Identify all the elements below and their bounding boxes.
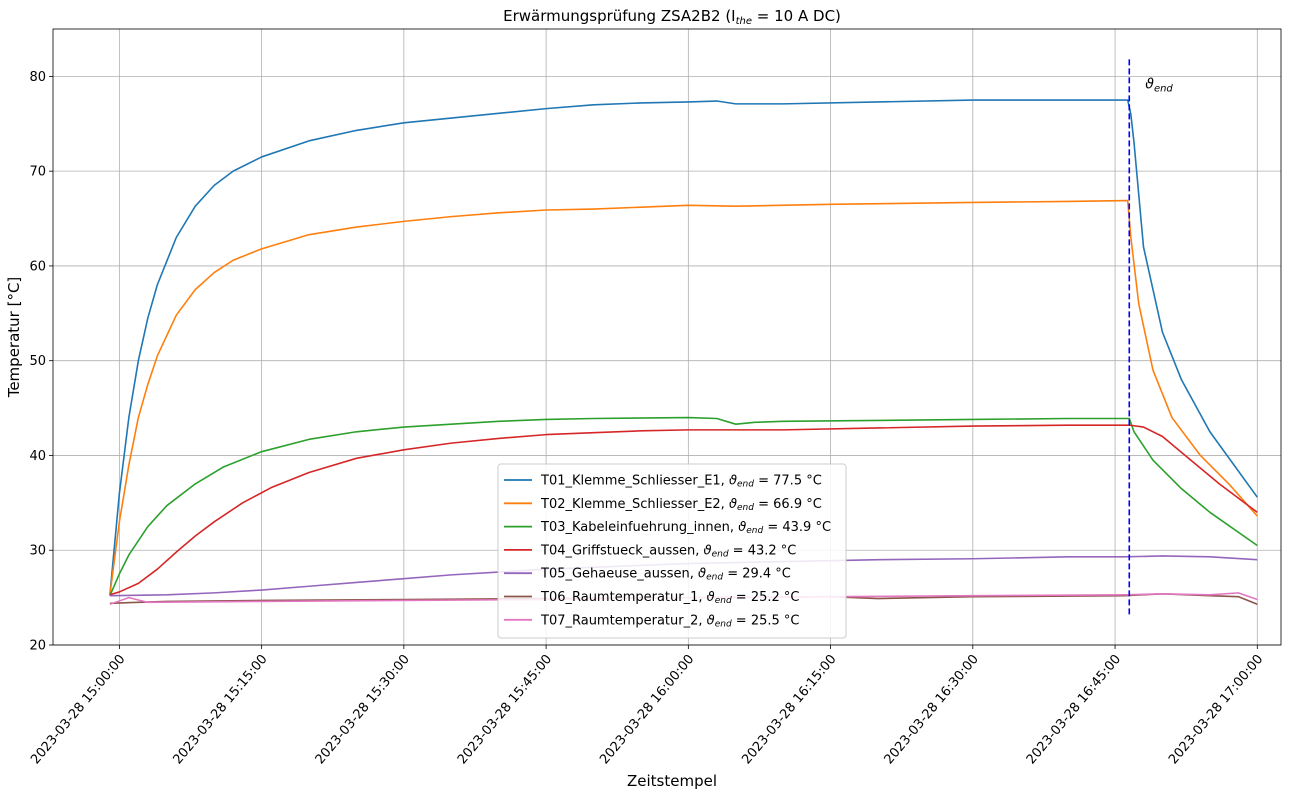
x-tick-label: 2023-03-28 15:30:00 [313, 652, 413, 767]
legend-entry: T06_Raumtemperatur_1, ϑend = 25.2 °C [504, 590, 799, 606]
legend-entry: T03_Kabeleinfuehrung_innen, ϑend = 43.9 … [504, 520, 831, 536]
x-tick-label: 2023-03-28 16:15:00 [739, 652, 839, 767]
chart-title: Erwärmungsprüfung ZSA2B2 (Ithe = 10 A DC… [503, 7, 841, 27]
y-tick-label: 60 [29, 259, 46, 274]
chart-title-subscript: the [736, 16, 752, 27]
x-axis: 2023-03-28 15:00:00 2023-03-28 15:15:00 20… [28, 645, 1266, 767]
y-tick-label: 50 [29, 354, 46, 369]
chart-title-main: Erwärmungsprüfung ZSA2B2 (I [503, 7, 736, 25]
chart-title-rest: = 10 A DC) [752, 7, 841, 25]
series-line-T03_Kabeleinfuehrung_innen [109, 416, 1258, 597]
y-tick-label: 80 [29, 70, 46, 85]
y-axis-label: Temperatur [°C] [5, 277, 23, 399]
series-line-T04_Griffstueck_aussen [109, 424, 1258, 596]
legend-label: T01_Klemme_Schliesser_E1, ϑend = 77.5 °C [540, 474, 822, 490]
x-tick-label: 2023-03-28 15:45:00 [455, 652, 555, 767]
plot-frame [52, 28, 1282, 646]
x-tick-label: 2023-03-28 16:45:00 [1024, 652, 1124, 767]
legend: T01_Klemme_Schliesser_E1, ϑend = 77.5 °C… [497, 463, 847, 639]
legend-entry: T07_Raumtemperatur_2, ϑend = 25.5 °C [504, 613, 799, 630]
legend-label: T05_Gehaeuse_aussen, ϑend = 29.4 °C [540, 567, 791, 583]
legend-box [497, 463, 847, 639]
x-tick-label: 2023-03-28 17:00:00 [1166, 652, 1266, 767]
end-annotation: ϑend [1145, 77, 1173, 95]
series-layer [109, 99, 1258, 606]
legend-entry: T05_Gehaeuse_aussen, ϑend = 29.4 °C [504, 567, 791, 583]
legend-label: T02_Klemme_Schliesser_E2, ϑend = 66.9 °C [540, 497, 822, 513]
x-axis-label: Zeitstempel [627, 772, 717, 790]
legend-entry: T02_Klemme_Schliesser_E2, ϑend = 66.9 °C [504, 497, 822, 513]
x-tick-label: 2023-03-28 15:00:00 [28, 652, 128, 767]
legend-label: T06_Raumtemperatur_1, ϑend = 25.2 °C [540, 590, 799, 606]
grid-lines [53, 29, 1281, 646]
end-marker: ϑend [1128, 59, 1173, 615]
y-tick-label: 70 [29, 165, 46, 180]
y-axis: 20 30 40 50 60 70 80 [29, 70, 53, 654]
series-line-T02_Klemme_Schliesser_E2 [109, 199, 1258, 595]
x-tick-label: 2023-03-28 16:30:00 [882, 652, 982, 767]
legend-entry: T04_Griffstueck_aussen, ϑend = 43.2 °C [504, 543, 796, 560]
y-tick-label: 20 [29, 639, 46, 654]
legend-label: T04_Griffstueck_aussen, ϑend = 43.2 °C [540, 543, 796, 559]
legend-entry: T01_Klemme_Schliesser_E1, ϑend = 77.5 °C [504, 474, 822, 490]
x-tick-label: 2023-03-28 16:00:00 [597, 652, 697, 767]
y-tick-label: 40 [29, 449, 46, 464]
series-line-T01_Klemme_Schliesser_E1 [109, 99, 1258, 595]
legend-label: T03_Kabeleinfuehrung_innen, ϑend = 43.9 … [540, 520, 831, 536]
y-tick-label: 30 [29, 544, 46, 559]
x-tick-label: 2023-03-28 15:15:00 [170, 652, 270, 767]
legend-label: T07_Raumtemperatur_2, ϑend = 25.5 °C [540, 613, 799, 629]
